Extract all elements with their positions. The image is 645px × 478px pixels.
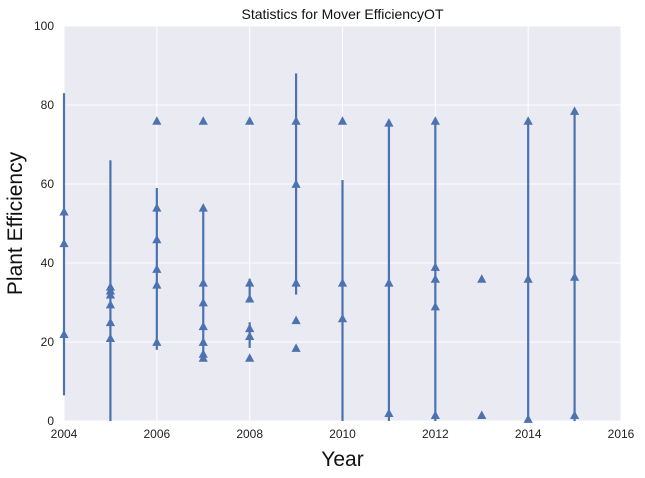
data-point [245,116,255,125]
x-tick-labels: 2004 2006 2008 2010 2012 2014 2016 [51,427,635,441]
y-tick-label: 0 [47,414,54,428]
chart-title: Statistics for Mover EfficiencyOT [241,6,443,22]
data-point [291,116,301,125]
data-point [152,203,162,212]
data-point [245,353,255,362]
x-tick-label: 2014 [515,427,542,441]
data-point [245,323,255,333]
x-tick-label: 2008 [236,427,263,441]
data-point [198,116,208,125]
data-point [430,262,440,271]
data-point [198,203,208,212]
data-point [105,333,116,342]
x-tick-label: 2004 [51,427,78,441]
data-point [291,278,301,287]
data-point [105,299,116,309]
data-point [523,274,533,283]
y-tick-label: 80 [41,98,55,112]
data-point [245,278,255,287]
y-tick-label: 100 [34,19,54,33]
data-point [291,179,301,188]
data-point [430,301,440,311]
y-tick-labels: 0 20 40 60 80 100 [34,19,54,428]
data-point [59,238,69,248]
data-point [152,264,162,273]
data-point [152,280,162,289]
data-point [291,343,301,352]
data-point [245,293,255,303]
data-point [337,313,348,323]
data-point [477,410,487,419]
data-point [337,278,348,287]
y-axis-label: Plant Efficiency [4,151,27,295]
y-tick-label: 60 [41,177,55,191]
data-point [569,106,580,115]
data-point [430,116,440,125]
data-point [105,317,116,327]
x-tick-label: 2006 [143,427,170,441]
data-point [477,274,487,283]
data-point [384,278,394,287]
data-point [569,272,580,281]
x-tick-label: 2010 [329,427,356,441]
x-tick-label: 2012 [422,427,449,441]
data-point [59,329,69,339]
data-point [105,290,116,299]
data-point [384,118,394,127]
data-point [523,414,533,423]
x-tick-label: 2016 [608,427,635,441]
y-tick-label: 40 [41,256,55,270]
data-point [569,410,580,419]
data-point [152,337,162,346]
data-point [198,321,208,331]
data-point [198,278,208,287]
data-point [198,353,208,362]
data-points [59,106,580,423]
data-point [337,116,348,125]
data-point [523,116,533,125]
data-point [245,331,255,340]
data-point [152,234,162,244]
data-point [384,408,394,418]
data-point [59,207,69,216]
data-point [291,315,301,325]
data-point [198,297,208,307]
data-point [430,410,440,419]
y-tick-label: 20 [41,335,55,349]
data-point [152,116,162,125]
data-point [430,274,440,283]
data-point [198,337,208,346]
x-axis-label: Year [321,448,363,471]
